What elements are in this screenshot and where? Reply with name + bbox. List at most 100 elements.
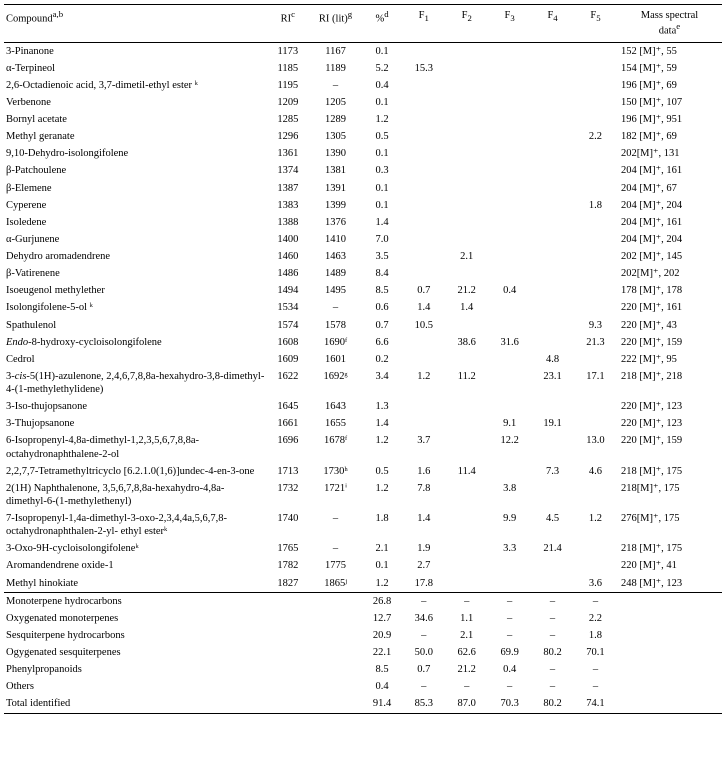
cell-f4: 7.3 [531,463,574,480]
cell-f2 [445,480,488,510]
cell-f2 [445,231,488,248]
col-pct: %d [362,5,403,43]
col-ri: RIc [266,5,309,43]
table-row: 2,2,7,7-Tetramethyltricyclo [6.2.1.0(1,6… [4,463,722,480]
cell-ms: 220 [M]⁺, 43 [617,317,722,334]
table-row: β-Patchoulene137413810.3204 [M]⁺, 161 [4,162,722,179]
col-f2: F2 [445,5,488,43]
cell-ms [617,695,722,713]
cell-ms: 220 [M]⁺, 161 [617,299,722,316]
cell-f1 [402,197,445,214]
cell-f1 [402,94,445,111]
cell-compound: Oxygenated monoterpenes [4,610,266,627]
cell-pct: 5.2 [362,60,403,77]
cell-f2 [445,214,488,231]
cell-f5 [574,248,617,265]
cell-f1 [402,162,445,179]
cell-rilit [309,610,361,627]
cell-f1 [402,42,445,60]
cell-rilit [309,627,361,644]
cell-f1: 34.6 [402,610,445,627]
table-row: 7-Isopropenyl-1,4a-dimethyl-3-oxo-2,3,4,… [4,510,722,540]
cell-pct: 0.1 [362,145,403,162]
cell-ms [617,627,722,644]
table-row: Verbenone120912050.1150 [M]⁺, 107 [4,94,722,111]
cell-f2: 11.4 [445,463,488,480]
cell-rilit: 1601 [309,351,361,368]
cell-rilit [309,695,361,713]
cell-ri: 1209 [266,94,309,111]
summary-row: Oxygenated monoterpenes12.734.61.1––2.2 [4,610,722,627]
cell-f3 [488,231,531,248]
cell-f1: – [402,627,445,644]
cell-f3 [488,299,531,316]
cell-f4: – [531,678,574,695]
cell-pct: 1.2 [362,480,403,510]
cell-pct: 1.3 [362,398,403,415]
cell-rilit: 1655 [309,415,361,432]
cell-f2 [445,265,488,282]
cell-f5 [574,162,617,179]
cell-ms: 218[M]⁺, 175 [617,480,722,510]
cell-ms [617,610,722,627]
summary-row: Total identified91.485.387.070.380.274.1 [4,695,722,713]
cell-ri [266,592,309,610]
cell-f4: 19.1 [531,415,574,432]
cell-ri: 1374 [266,162,309,179]
cell-pct: 91.4 [362,695,403,713]
cell-pct: 1.4 [362,214,403,231]
cell-f1 [402,248,445,265]
cell-ms: 204 [M]⁺, 161 [617,162,722,179]
cell-f1 [402,111,445,128]
cell-rilit: 1391 [309,180,361,197]
cell-rilit: 1692ᵍ [309,368,361,398]
cell-rilit: 1399 [309,197,361,214]
cell-f5 [574,415,617,432]
cell-ri: 1494 [266,282,309,299]
cell-f3 [488,162,531,179]
cell-f4 [531,111,574,128]
cell-f3 [488,111,531,128]
cell-f4 [531,432,574,462]
cell-ri: 1460 [266,248,309,265]
cell-compound: 3-Thujopsanone [4,415,266,432]
cell-f3 [488,197,531,214]
cell-compound: Cedrol [4,351,266,368]
cell-compound: 2(1H) Naphthalenone, 3,5,6,7,8,8a-hexahy… [4,480,266,510]
cell-rilit [309,592,361,610]
cell-rilit [309,678,361,695]
cell-pct: 2.1 [362,540,403,557]
cell-f3 [488,145,531,162]
cell-f2: 21.2 [445,661,488,678]
col-rilit: RI (lit)g [309,5,361,43]
cell-ms: 220 [M]⁺, 41 [617,557,722,574]
cell-f3: 9.1 [488,415,531,432]
cell-f3: 69.9 [488,644,531,661]
cell-f1: 1.2 [402,368,445,398]
cell-rilit: 1381 [309,162,361,179]
cell-f2 [445,60,488,77]
cell-ms: 276[M]⁺, 175 [617,510,722,540]
col-f5: F5 [574,5,617,43]
cell-ri: 1388 [266,214,309,231]
cell-f1 [402,128,445,145]
cell-f5: – [574,592,617,610]
cell-ms: 220 [M]⁺, 159 [617,334,722,351]
cell-f3: – [488,610,531,627]
cell-f1 [402,398,445,415]
cell-f1: 1.4 [402,510,445,540]
cell-pct: 0.5 [362,463,403,480]
cell-ms: 202[M]⁺, 202 [617,265,722,282]
cell-f4 [531,575,574,593]
cell-ri [266,610,309,627]
cell-ri [266,627,309,644]
table-row: Dehydro aromadendrene146014633.52.1202 [… [4,248,722,265]
cell-ri: 1387 [266,180,309,197]
cell-rilit: – [309,540,361,557]
cell-compound: Isoledene [4,214,266,231]
cell-ri: 1782 [266,557,309,574]
cell-rilit: 1390 [309,145,361,162]
cell-f2 [445,128,488,145]
cell-f4 [531,398,574,415]
cell-f5: 1.8 [574,627,617,644]
